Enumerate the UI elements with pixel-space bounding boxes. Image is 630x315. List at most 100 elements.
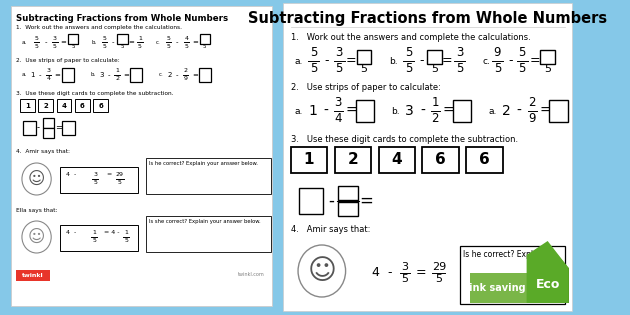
Text: 1: 1 (25, 103, 30, 109)
Text: 4: 4 (185, 36, 188, 41)
Text: -: - (328, 192, 334, 210)
Text: 3: 3 (456, 47, 464, 60)
Bar (20, 99, 35, 112)
Bar (466, 147, 503, 173)
Text: a.: a. (294, 56, 303, 66)
Text: -: - (112, 39, 115, 45)
Text: -: - (323, 104, 328, 118)
Text: Is he correct? Expla: Is he correct? Expla (462, 250, 537, 259)
Bar (338, 202, 358, 216)
Text: 2: 2 (115, 77, 119, 82)
Text: -: - (420, 104, 425, 118)
Bar (43, 128, 54, 138)
Text: =: = (192, 39, 198, 45)
Text: 6: 6 (98, 103, 103, 109)
Bar (75, 99, 89, 112)
Bar (16, 270, 50, 281)
Text: Ella says that:: Ella says that: (16, 208, 58, 213)
Text: 5: 5 (310, 62, 318, 76)
Polygon shape (527, 243, 569, 268)
Text: 5: 5 (456, 62, 464, 76)
Text: a.: a. (488, 106, 496, 116)
Text: 2: 2 (183, 68, 188, 73)
Text: =: = (55, 123, 62, 133)
Text: =: = (530, 54, 540, 67)
Bar (452, 100, 471, 122)
Text: 5: 5 (118, 180, 122, 186)
Text: 5: 5 (360, 64, 367, 74)
Text: 9: 9 (183, 77, 188, 82)
Text: 4  -: 4 - (66, 172, 76, 177)
Bar (335, 147, 371, 173)
Text: a.: a. (22, 72, 27, 77)
Text: 2: 2 (432, 112, 439, 125)
Text: =: = (60, 39, 66, 45)
Text: 4  -: 4 - (66, 230, 76, 235)
Text: =: = (539, 104, 551, 118)
Text: 4: 4 (47, 77, 50, 82)
Text: 3: 3 (93, 173, 97, 177)
Text: 3: 3 (47, 68, 50, 73)
Text: 5: 5 (53, 43, 57, 49)
Bar (68, 34, 78, 44)
Text: -: - (37, 123, 40, 133)
Text: 3: 3 (335, 96, 342, 110)
Text: 1: 1 (138, 36, 142, 41)
Text: 3: 3 (405, 104, 414, 118)
Text: twinkl.com: twinkl.com (238, 272, 264, 278)
Text: b.: b. (91, 72, 96, 77)
Text: 3: 3 (100, 72, 104, 78)
Text: =: = (442, 54, 452, 67)
Text: b.: b. (389, 56, 398, 66)
Bar (62, 68, 74, 82)
Bar (284, 3, 572, 311)
Text: 5: 5 (124, 238, 128, 243)
Text: Subtracting Fractions from Whole Numbers: Subtracting Fractions from Whole Numbers (16, 14, 229, 23)
Text: =: = (358, 192, 372, 210)
Text: 2: 2 (502, 104, 511, 118)
Text: b.: b. (391, 106, 400, 116)
Text: =: = (55, 72, 60, 78)
Bar (422, 147, 459, 173)
Text: 5: 5 (121, 44, 124, 49)
Text: =: = (192, 72, 198, 78)
Bar (338, 186, 358, 200)
Text: 3.  Use these digit cards to complete the subtraction.: 3. Use these digit cards to complete the… (16, 91, 174, 96)
Text: c.: c. (159, 72, 164, 77)
Bar (93, 99, 108, 112)
Bar (62, 121, 75, 135)
Text: =: = (415, 266, 426, 279)
Text: 5: 5 (35, 43, 38, 49)
Bar (427, 50, 442, 64)
Text: 6: 6 (479, 152, 490, 168)
Bar (299, 188, 323, 214)
Text: 5: 5 (405, 47, 413, 60)
Circle shape (298, 245, 346, 297)
Text: 2: 2 (529, 96, 536, 110)
Text: 5: 5 (310, 47, 318, 60)
Bar (357, 50, 371, 64)
Text: 4: 4 (391, 152, 402, 168)
Bar (23, 121, 36, 135)
Text: 5: 5 (405, 62, 413, 76)
Bar (460, 246, 565, 304)
Text: 3: 3 (53, 36, 57, 41)
Text: 5: 5 (102, 36, 106, 41)
Bar (38, 99, 53, 112)
Text: 1: 1 (124, 231, 128, 236)
Text: 5: 5 (431, 64, 438, 74)
Text: a.: a. (22, 39, 27, 44)
Text: 6: 6 (80, 103, 84, 109)
Text: 2: 2 (348, 152, 358, 168)
Text: Is she correct? Explain your answer below.: Is she correct? Explain your answer belo… (149, 219, 261, 224)
Text: -: - (39, 72, 42, 78)
Text: 5: 5 (35, 36, 38, 41)
Text: 5: 5 (336, 62, 343, 76)
Text: 5: 5 (92, 238, 96, 243)
Text: 3.   Use these digit cards to complete the subtraction.: 3. Use these digit cards to complete the… (290, 135, 518, 144)
Bar (43, 118, 54, 128)
Text: 5: 5 (166, 43, 170, 49)
Text: b.: b. (91, 39, 96, 44)
Bar (11, 6, 272, 306)
Text: 1: 1 (115, 68, 119, 73)
